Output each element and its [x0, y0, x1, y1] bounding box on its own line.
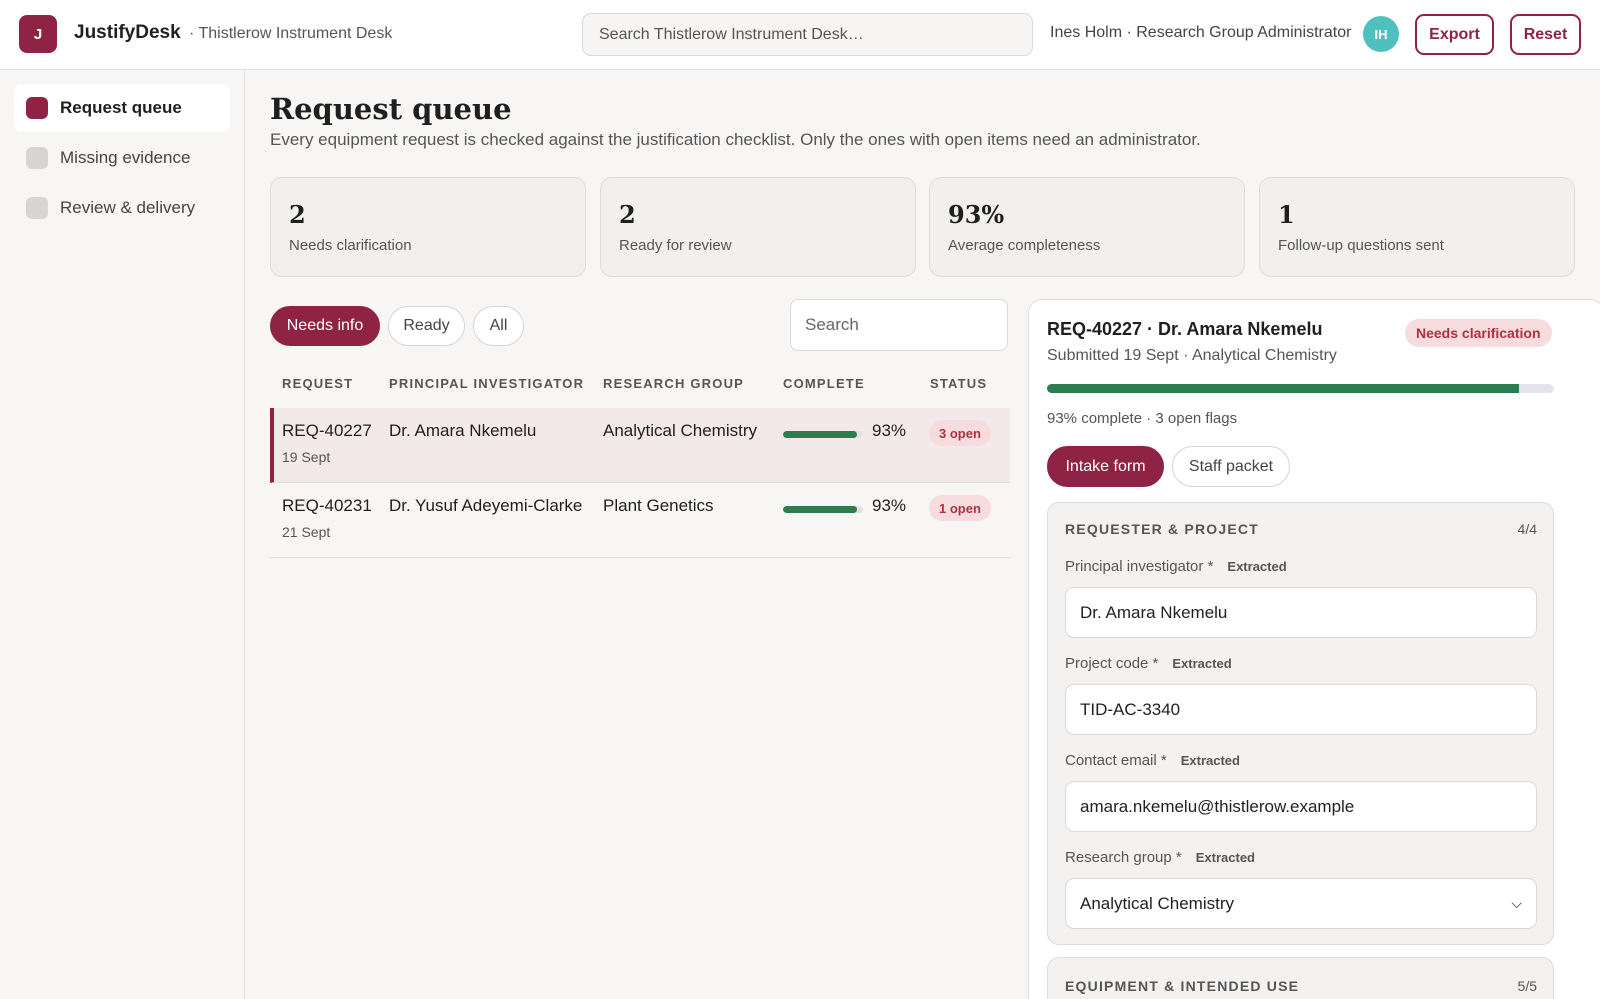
section-title: EQUIPMENT & INTENDED USE: [1065, 978, 1300, 994]
sidebar-item-label: Missing evidence: [60, 148, 191, 167]
stat-value: 2: [619, 200, 636, 229]
sidebar-item-label: Request queue: [60, 98, 182, 117]
main-content: Request queue Every equipment request is…: [245, 70, 1600, 999]
field-label-text: Contact email *: [1065, 752, 1167, 769]
research-group-select[interactable]: Analytical Chemistry ⌵: [1065, 878, 1537, 929]
top-bar: J JustifyDesk · Thistlerow Instrument De…: [0, 0, 1600, 70]
stat-card-follow-up-questions: 1 Follow-up questions sent: [1259, 177, 1575, 277]
stat-card-needs-clarification: 2 Needs clarification: [270, 177, 586, 277]
stat-label: Average completeness: [948, 237, 1101, 254]
research-group: Analytical Chemistry: [603, 421, 757, 440]
sidebar-item-label: Review & delivery: [60, 198, 196, 217]
column-header-research-group: RESEARCH GROUP: [603, 376, 745, 391]
extracted-tag: Extracted: [1180, 753, 1240, 768]
tab-intake-form[interactable]: Intake form: [1047, 446, 1164, 487]
request-date: 19 Sept: [282, 449, 331, 465]
completeness-bar: [783, 431, 863, 438]
stat-value: 93%: [948, 200, 1005, 229]
principal-investigator-field[interactable]: [1065, 587, 1537, 638]
field-label-principal-investigator: Principal investigator * Extracted: [1065, 558, 1287, 575]
stat-label: Follow-up questions sent: [1278, 237, 1444, 254]
reset-button[interactable]: Reset: [1510, 14, 1581, 55]
column-header-complete: COMPLETE: [783, 376, 865, 391]
missing-evidence-icon: [26, 147, 48, 169]
section-equipment-use: EQUIPMENT & INTENDED USE 5/5: [1047, 957, 1554, 999]
project-code-field[interactable]: [1065, 684, 1537, 735]
request-queue-icon: [26, 97, 48, 119]
section-title: REQUESTER & PROJECT: [1065, 521, 1259, 537]
detail-progress-text: 93% complete · 3 open flags: [1047, 410, 1238, 427]
stat-value: 1: [1278, 200, 1295, 229]
chevron-down-icon: ⌵: [1511, 895, 1522, 911]
column-header-pi: PRINCIPAL INVESTIGATOR: [389, 376, 585, 391]
field-label-text: Project code *: [1065, 655, 1159, 672]
user-name-role: Ines Holm · Research Group Administrator: [1050, 24, 1352, 41]
request-detail-panel: REQ-40227 · Dr. Amara Nkemelu Needs clar…: [1028, 299, 1600, 999]
page-subtitle: Every equipment request is checked again…: [270, 130, 1201, 149]
request-id: REQ-40227: [282, 421, 372, 440]
extracted-tag: Extracted: [1227, 559, 1287, 574]
request-search-input[interactable]: [790, 299, 1008, 351]
contact-email-field[interactable]: [1065, 781, 1537, 832]
status-badge: 1 open: [929, 495, 991, 521]
detail-progress-bar: [1047, 384, 1554, 393]
stat-value: 2: [289, 200, 306, 229]
table-row[interactable]: REQ-40231 21 Sept Dr. Yusuf Adeyemi-Clar…: [270, 483, 1010, 558]
review-delivery-icon: [26, 197, 48, 219]
sidebar: Request queue Missing evidence Review & …: [0, 70, 245, 999]
section-count: 4/4: [1517, 521, 1537, 537]
app-name: JustifyDesk: [74, 22, 181, 43]
extracted-tag: Extracted: [1172, 656, 1232, 671]
app-logo[interactable]: J: [19, 15, 57, 53]
column-header-request: REQUEST: [282, 376, 354, 391]
global-search-input[interactable]: [582, 13, 1033, 56]
request-date: 21 Sept: [282, 524, 331, 540]
principal-investigator: Dr. Amara Nkemelu: [389, 421, 537, 440]
extracted-tag: Extracted: [1195, 850, 1255, 865]
section-count: 5/5: [1517, 978, 1537, 994]
section-requester-project: REQUESTER & PROJECT 4/4 Principal invest…: [1047, 502, 1554, 945]
tab-staff-packet[interactable]: Staff packet: [1172, 446, 1290, 487]
page-title: Request queue: [270, 92, 512, 126]
sidebar-item-review-delivery[interactable]: Review & delivery: [14, 184, 230, 232]
detail-submitted: Submitted 19 Sept · Analytical Chemistry: [1047, 347, 1337, 364]
completeness-percent: 93%: [872, 496, 907, 515]
export-button[interactable]: Export: [1415, 14, 1494, 55]
field-label-research-group: Research group * Extracted: [1065, 849, 1255, 866]
request-id: REQ-40231: [282, 496, 372, 515]
filter-all[interactable]: All: [473, 306, 524, 346]
field-label-text: Research group *: [1065, 849, 1182, 866]
field-label-project-code: Project code * Extracted: [1065, 655, 1232, 672]
stat-card-average-completeness: 93% Average completeness: [929, 177, 1245, 277]
sidebar-item-request-queue[interactable]: Request queue: [14, 84, 230, 132]
detail-title: REQ-40227 · Dr. Amara Nkemelu: [1047, 319, 1323, 339]
principal-investigator: Dr. Yusuf Adeyemi-Clarke: [389, 496, 583, 515]
stat-label: Ready for review: [619, 237, 732, 254]
workspace-name: · Thistlerow Instrument Desk: [189, 25, 393, 42]
completeness-percent: 93%: [872, 421, 907, 440]
field-label-contact-email: Contact email * Extracted: [1065, 752, 1240, 769]
filter-ready[interactable]: Ready: [388, 306, 465, 346]
research-group: Plant Genetics: [603, 496, 714, 515]
completeness-bar: [783, 506, 863, 513]
avatar[interactable]: IH: [1363, 16, 1399, 52]
field-label-text: Principal investigator *: [1065, 558, 1214, 575]
stat-label: Needs clarification: [289, 237, 412, 254]
stat-card-ready-for-review: 2 Ready for review: [600, 177, 916, 277]
status-badge: 3 open: [929, 420, 991, 446]
sidebar-item-missing-evidence[interactable]: Missing evidence: [14, 134, 230, 182]
table-row[interactable]: REQ-40227 19 Sept Dr. Amara Nkemelu Anal…: [270, 408, 1010, 483]
column-header-status: STATUS: [930, 376, 988, 391]
filter-needs-info[interactable]: Needs info: [270, 306, 380, 346]
selected-value: Analytical Chemistry: [1080, 893, 1234, 913]
detail-status-badge: Needs clarification: [1405, 319, 1552, 347]
